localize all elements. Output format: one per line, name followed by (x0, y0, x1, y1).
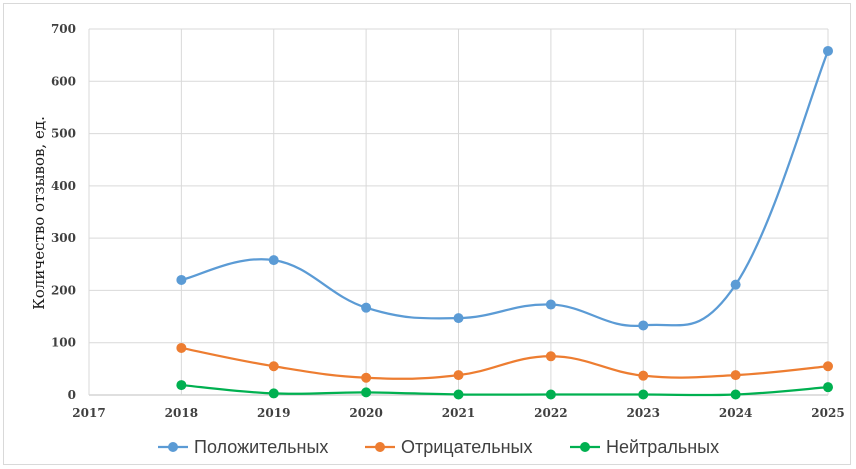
y-tick-label: 300 (51, 231, 76, 245)
series-1-point (545, 299, 556, 310)
legend-series-3-marker-swatch (580, 442, 590, 452)
series-3-point (545, 389, 556, 400)
series-1-point (638, 320, 649, 331)
y-tick-label: 100 (51, 336, 76, 350)
x-tick-label: 2017 (72, 406, 105, 420)
series-1-line (181, 50, 830, 328)
gridlines (88, 28, 829, 396)
series-3-point (361, 387, 372, 398)
series-2-point (638, 370, 649, 381)
y-tick-label: 600 (51, 74, 76, 88)
y-tick-label: 700 (51, 22, 76, 36)
series-2-point (545, 351, 556, 362)
series-2-point (176, 342, 187, 353)
series-3-point (823, 382, 833, 393)
series-1-point (361, 302, 372, 313)
series-2-point (823, 361, 833, 372)
x-tick-label: 2021 (442, 406, 475, 420)
series-2-point (361, 372, 372, 383)
legend: Положительных Отрицательных Нейтральных (158, 437, 719, 457)
legend-series-1-label: Положительных (194, 437, 328, 457)
series-1-point (176, 274, 187, 285)
y-tick-label: 400 (51, 179, 76, 193)
series-1-point (730, 279, 741, 290)
x-tick-label: 2022 (534, 406, 567, 420)
series-1-point (268, 255, 279, 266)
series-3-point (453, 389, 464, 400)
x-tick-label: 2019 (257, 406, 290, 420)
y-tick-label: 500 (51, 127, 76, 141)
chart-frame (3, 3, 851, 465)
series-2-point (453, 370, 464, 381)
x-tick-label: 2020 (349, 406, 382, 420)
y-axis-label: Количество отзывов, ед. (30, 116, 48, 310)
series-3-point (268, 388, 279, 399)
series-1-point (453, 313, 464, 324)
series-3-point (638, 389, 649, 400)
series-2-line (181, 346, 829, 380)
series-lines (176, 45, 833, 400)
x-axis-ticks: 2017 2018 2019 2020 2021 2022 2023 2024 2025 (72, 406, 844, 420)
legend-series-2-label: Отрицательных (401, 437, 532, 457)
y-tick-label: 0 (68, 388, 76, 402)
legend-series-3-label: Нейтральных (606, 437, 719, 457)
series-3-point (176, 380, 187, 391)
y-axis-ticks: 0 100 200 300 400 500 600 700 (51, 22, 76, 402)
series-2-point (730, 370, 741, 381)
legend-series-2-marker-swatch (375, 442, 385, 452)
y-tick-label: 200 (51, 283, 76, 297)
x-tick-label: 2024 (719, 406, 752, 420)
x-tick-label: 2018 (165, 406, 198, 420)
series-3-point (730, 389, 741, 400)
x-tick-label: 2023 (627, 406, 660, 420)
series-2-point (268, 361, 279, 372)
series-1-point (823, 45, 833, 56)
series-3-line (181, 383, 829, 397)
x-tick-label: 2025 (811, 406, 844, 420)
legend-series-1-marker-swatch (168, 442, 178, 452)
